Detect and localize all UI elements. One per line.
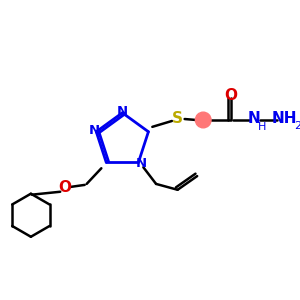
Text: N: N: [248, 110, 260, 125]
Text: 2: 2: [295, 121, 300, 131]
Text: NH: NH: [272, 110, 297, 125]
Text: N: N: [136, 157, 147, 170]
Text: H: H: [258, 122, 266, 132]
Circle shape: [195, 112, 211, 128]
Text: S: S: [172, 110, 183, 125]
Text: N: N: [89, 124, 100, 137]
Text: O: O: [58, 180, 72, 195]
Text: O: O: [224, 88, 237, 103]
Text: N: N: [117, 105, 128, 118]
